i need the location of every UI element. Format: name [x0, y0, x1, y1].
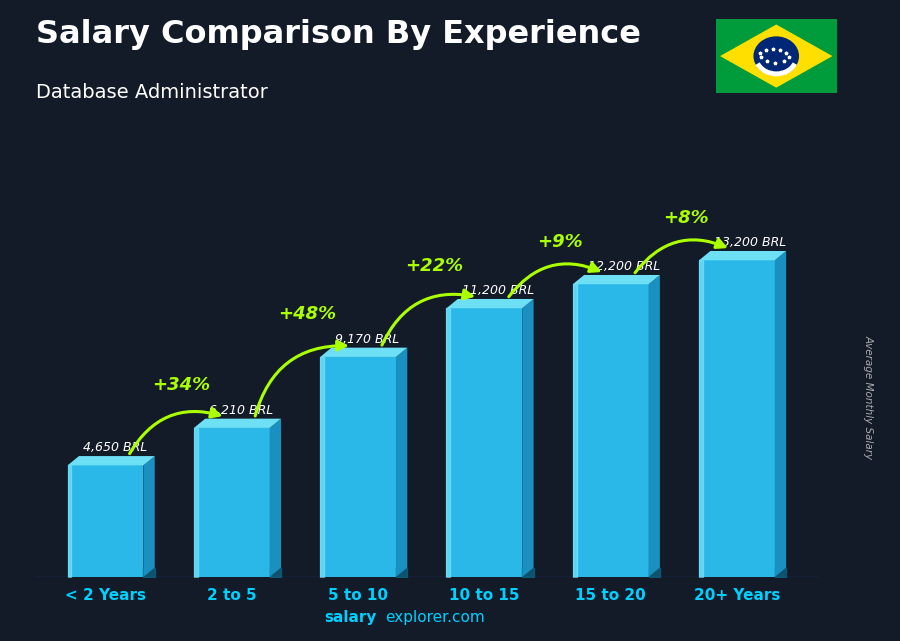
Text: Database Administrator: Database Administrator — [36, 83, 268, 103]
Polygon shape — [522, 299, 534, 577]
Polygon shape — [270, 419, 281, 577]
Polygon shape — [649, 275, 660, 577]
Polygon shape — [68, 456, 155, 465]
Text: +9%: +9% — [537, 233, 583, 251]
Polygon shape — [699, 251, 787, 260]
Text: +48%: +48% — [278, 306, 337, 324]
Text: explorer.com: explorer.com — [385, 610, 485, 625]
Polygon shape — [775, 251, 787, 577]
Text: 4,650 BRL: 4,650 BRL — [83, 441, 147, 454]
Text: Average Monthly Salary: Average Monthly Salary — [863, 335, 874, 460]
Text: salary: salary — [324, 610, 376, 625]
Text: Salary Comparison By Experience: Salary Comparison By Experience — [36, 19, 641, 50]
Polygon shape — [720, 24, 832, 88]
Polygon shape — [194, 428, 270, 577]
Polygon shape — [572, 275, 660, 284]
Text: 12,200 BRL: 12,200 BRL — [588, 260, 660, 273]
Polygon shape — [572, 284, 649, 577]
Text: +34%: +34% — [152, 376, 211, 394]
Polygon shape — [446, 308, 522, 577]
Text: +22%: +22% — [405, 257, 463, 275]
Text: 13,200 BRL: 13,200 BRL — [715, 236, 787, 249]
Polygon shape — [320, 347, 408, 357]
Text: 6,210 BRL: 6,210 BRL — [209, 404, 274, 417]
Polygon shape — [143, 456, 155, 577]
Polygon shape — [699, 260, 775, 577]
Polygon shape — [68, 465, 143, 577]
Polygon shape — [396, 347, 408, 577]
Polygon shape — [320, 357, 396, 577]
Text: 11,200 BRL: 11,200 BRL — [462, 284, 534, 297]
Circle shape — [753, 37, 799, 76]
Text: 9,170 BRL: 9,170 BRL — [336, 333, 400, 345]
Polygon shape — [446, 299, 534, 308]
Polygon shape — [194, 419, 281, 428]
Text: +8%: +8% — [663, 209, 709, 227]
